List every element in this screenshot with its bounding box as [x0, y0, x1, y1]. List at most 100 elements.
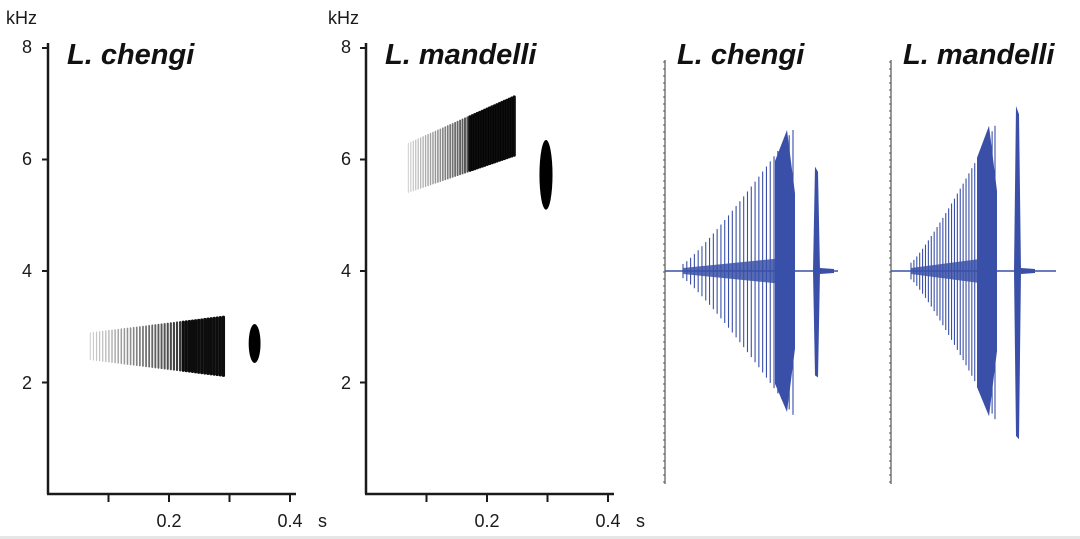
- x-tick-label-0-4: 0.4: [277, 511, 302, 531]
- waveform-panel-chengi: L. chengi: [663, 39, 838, 484]
- spectrogram-pulse: [464, 117, 466, 174]
- spectrogram-pulse: [446, 125, 449, 180]
- spectrogram-panel-mandelli: kHz 2 4 6 8 0.2 0.4 s L. mandelli: [328, 8, 645, 531]
- waveform-tail: [820, 268, 834, 274]
- spectrogram-pulse: [434, 130, 437, 184]
- spectrogram-pulse: [485, 107, 489, 166]
- spectrogram-axes-chengi: kHz 2 4 6 8 0.2 0.4 s: [6, 8, 327, 531]
- spectrogram-pulse: [468, 115, 472, 172]
- spectrogram-pulse: [415, 139, 417, 191]
- spectrogram-pulse: [135, 326, 138, 367]
- spectrogram-pulse: [488, 106, 492, 166]
- spectrogram-pulse: [126, 327, 129, 365]
- spectrogram-pulse: [432, 131, 434, 185]
- spectrogram-pulse: [502, 99, 506, 161]
- spectrogram-pulse: [407, 142, 409, 193]
- spectrogram-pulse: [505, 98, 509, 160]
- spectrogram-pulse: [221, 315, 226, 377]
- spectrogram-pulse: [480, 109, 484, 168]
- y-tick-label-4: 4: [341, 261, 351, 281]
- waveform-envelope: [683, 257, 793, 285]
- x-tick-label-0-2: 0.2: [156, 511, 181, 531]
- spectrogram-pulse: [456, 120, 459, 177]
- spectrogram-pulse: [424, 135, 427, 188]
- spectrogram-pulse: [172, 321, 175, 371]
- y-tick-label-6: 6: [341, 149, 351, 169]
- panel-title-mandelli-spectrogram: L. mandelli: [385, 39, 537, 71]
- spectrogram-pulse: [181, 320, 185, 372]
- spectrogram-marks-chengi: [89, 315, 261, 377]
- spectrogram-pulse: [187, 319, 192, 373]
- spectrogram-pulse: [92, 331, 95, 361]
- spectrogram-pulse: [492, 104, 497, 164]
- spectrogram-pulse: [120, 328, 123, 365]
- spectrogram-pulse: [459, 119, 461, 176]
- x-axis-unit-label: s: [318, 511, 327, 531]
- spectrogram-pulse: [212, 316, 216, 376]
- waveform-tail: [1021, 268, 1035, 274]
- waveform-envelope: [911, 257, 995, 285]
- y-tick-label-8: 8: [341, 37, 351, 57]
- spectrogram-pulse: [132, 326, 135, 366]
- spectrogram-pulse: [427, 133, 429, 187]
- spectrogram-pulse: [108, 329, 110, 363]
- spectrogram-pulse: [193, 319, 198, 374]
- waveform-time-axis-chengi: [663, 60, 666, 484]
- spectrogram-pulse: [102, 330, 104, 362]
- spectrogram-pulse: [129, 327, 132, 366]
- spectrogram-note: [539, 139, 553, 210]
- spectrogram-pulse: [145, 325, 147, 368]
- bottom-divider: [0, 536, 1080, 539]
- spectrogram-pulse: [449, 124, 452, 179]
- spectrogram-pulse: [442, 127, 444, 182]
- y-tick-label-6: 6: [22, 149, 32, 169]
- spectrogram-pulse: [437, 129, 439, 183]
- spectrogram-pulse: [160, 323, 163, 370]
- spectrogram-pulse: [495, 103, 499, 163]
- spectrogram-pulse: [483, 108, 487, 167]
- waveform-note: [813, 166, 820, 378]
- panel-title-mandelli-waveform: L. mandelli: [903, 39, 1055, 71]
- spectrogram-pulse: [157, 323, 160, 369]
- spectrogram-pulse: [154, 324, 157, 369]
- spectrogram-pulse: [215, 316, 219, 377]
- spectrogram-pulse: [422, 136, 424, 188]
- spectrogram-pulse: [117, 328, 119, 364]
- spectrogram-pulse: [209, 317, 213, 376]
- spectrogram-pulse: [490, 105, 494, 165]
- panel-title-chengi-waveform: L. chengi: [677, 39, 805, 71]
- spectrogram-pulse: [497, 101, 502, 162]
- spectrogram-pulse: [454, 121, 457, 177]
- spectrogram-pulse: [200, 318, 204, 375]
- spectrogram-pulse: [500, 100, 504, 161]
- spectrogram-pulse: [470, 114, 474, 172]
- x-axis-unit-label: s: [636, 511, 645, 531]
- spectrogram-marks-mandelli: [407, 95, 553, 210]
- spectrogram-pulse: [451, 122, 454, 178]
- spectrogram-pulse: [507, 97, 511, 159]
- spectrogram-axes-mandelli: kHz 2 4 6 8 0.2 0.4 s: [328, 8, 645, 531]
- panel-title-chengi-spectrogram: L. chengi: [67, 39, 195, 71]
- spectrogram-pulse: [475, 111, 479, 170]
- waveform-marks-chengi: [665, 130, 838, 415]
- spectrogram-pulse: [203, 317, 207, 375]
- spectrogram-pulse: [190, 319, 195, 374]
- waveform-marks-mandelli: [891, 106, 1056, 440]
- y-axis-unit-label: kHz: [328, 8, 359, 28]
- spectrogram-pulse: [99, 331, 101, 362]
- spectrogram-pulse: [444, 126, 447, 181]
- y-tick-label-8: 8: [22, 37, 32, 57]
- spectrogram-pulse: [197, 318, 201, 374]
- y-axis-unit-label: kHz: [6, 8, 37, 28]
- spectrogram-pulse: [175, 321, 179, 372]
- spectrogram-pulse: [184, 320, 188, 373]
- spectrogram-pulse: [169, 322, 172, 371]
- spectrogram-pulse: [461, 118, 464, 175]
- spectrogram-pulse: [95, 331, 98, 361]
- x-tick-label-0-4: 0.4: [595, 511, 620, 531]
- spectrogram-pulse: [151, 324, 154, 368]
- spectrogram-pulse: [139, 326, 141, 367]
- y-tick-label-4: 4: [22, 261, 32, 281]
- waveform-time-axis-mandelli: [889, 60, 892, 484]
